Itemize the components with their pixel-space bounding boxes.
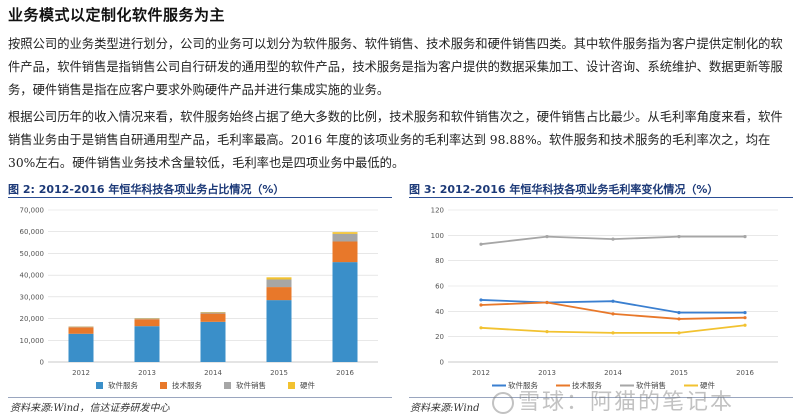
y-tick-label: 0 (440, 359, 444, 367)
bar-segment (332, 233, 358, 242)
y-tick-label: 80 (435, 257, 444, 265)
legend-label: 硬件 (300, 380, 315, 390)
figure-2-title: 图 2: 2012-2016 年恒华科技各项业务占比情况（%） (8, 183, 285, 196)
figure-3-bottom-rule (409, 397, 793, 398)
revenue-share-bar-chart: 0 10,000 20,000 30,000 40,000 50,000 60,000 70,… (20, 207, 378, 390)
legend-label: 软件销售 (236, 380, 266, 390)
data-point (677, 235, 681, 239)
y-tick-label: 0 (40, 359, 44, 367)
data-point (545, 235, 549, 239)
x-tick-label: 2015 (670, 369, 688, 377)
bar-segment (332, 241, 358, 263)
x-tick-label: 2016 (736, 369, 754, 377)
data-point (611, 331, 615, 335)
bar-segment (200, 312, 226, 314)
y-tick-label: 40 (435, 308, 444, 316)
legend-label: 技术服务 (172, 380, 202, 390)
watermark: 雪球：阿猫的笔记本 (492, 384, 734, 416)
y-tick-label: 50,000 (20, 250, 45, 258)
legend-swatch (224, 382, 231, 389)
data-point (545, 300, 549, 305)
gross-margin-line-chart: 0 20 40 60 80 100 120 2012 2013 2014 2015 2016 软件服务 技… (431, 207, 778, 390)
bar-segment (266, 287, 292, 301)
bar-segment (266, 277, 292, 280)
y-tick-label: 60,000 (20, 228, 45, 236)
y-tick-label: 70,000 (20, 207, 45, 215)
data-point (743, 323, 747, 327)
y-tick-label: 20,000 (20, 315, 45, 323)
legend-swatch (160, 382, 167, 389)
bar-segment (200, 321, 226, 362)
figure-3-source: 资料来源:Wind (410, 403, 480, 414)
x-tick-label: 2014 (204, 369, 222, 377)
figure-2-source: 资料来源:Wind，信达证券研发中心 (10, 403, 170, 414)
data-point (743, 311, 747, 315)
data-point (743, 316, 747, 320)
data-point (479, 303, 483, 307)
legend-label: 软件销售 (636, 380, 666, 390)
data-point (479, 242, 483, 246)
x-tick-label: 2014 (604, 369, 622, 377)
x-tick-label: 2012 (472, 369, 490, 377)
bar-segment (332, 262, 358, 362)
bar-segment (68, 326, 94, 328)
y-tick-label: 100 (431, 232, 444, 240)
legend-label: 软件服务 (508, 380, 538, 390)
data-point (611, 299, 615, 303)
x-tick-label: 2015 (270, 369, 288, 377)
watermark-text: 雪球：阿猫的笔记本 (518, 390, 735, 415)
data-point (479, 298, 483, 302)
bar-segment (68, 333, 94, 362)
legend-swatch (96, 382, 103, 389)
body-paragraph-2: 根据公司历年的收入情况来看，软件服务始终占据了绝大多数的比例，技术服务和软件销售… (8, 110, 783, 170)
data-point (611, 237, 615, 241)
figure-2-bottom-rule (8, 397, 392, 398)
y-tick-label: 40,000 (20, 272, 45, 280)
data-point (677, 317, 681, 321)
figure-3-top-rule (409, 197, 793, 198)
x-tick-label: 2013 (538, 369, 556, 377)
body-paragraph-1: 按照公司的业务类型进行划分，公司的业务可以划分为软件服务、软件销售、技术服务和硬… (8, 37, 783, 97)
legend-label: 技术服务 (572, 380, 602, 390)
legend-label: 软件服务 (108, 380, 138, 390)
data-point (479, 326, 483, 330)
bar-segment (134, 318, 160, 320)
bar-segment (332, 232, 358, 234)
section-heading: 业务模式以定制化软件服务为主 (8, 6, 226, 24)
bar-segment (134, 326, 160, 362)
data-point (611, 312, 615, 316)
snowball-logo-icon (492, 392, 514, 414)
data-point (743, 235, 747, 239)
y-tick-label: 20 (435, 333, 444, 341)
y-tick-label: 60 (435, 283, 444, 291)
x-tick-label: 2012 (72, 369, 90, 377)
x-tick-label: 2016 (336, 369, 354, 377)
y-tick-label: 120 (431, 207, 444, 215)
series-line (480, 301, 746, 320)
bar-segment (68, 327, 94, 334)
bar-segment (266, 279, 292, 288)
figure-2-top-rule (8, 197, 392, 198)
figure-3-title: 图 3: 2012-2016 年恒华科技各项业务毛利率变化情况（%） (409, 183, 719, 196)
x-tick-label: 2013 (138, 369, 156, 377)
data-point (545, 330, 549, 334)
legend-label: 硬件 (700, 380, 715, 390)
bar-segment (200, 313, 226, 322)
data-point (677, 311, 681, 315)
y-tick-label: 30,000 (20, 293, 45, 301)
data-point (677, 331, 681, 335)
legend-swatch (288, 382, 295, 389)
bar-segment (266, 300, 292, 362)
bar-segment (134, 319, 160, 327)
y-tick-label: 10,000 (20, 337, 45, 345)
